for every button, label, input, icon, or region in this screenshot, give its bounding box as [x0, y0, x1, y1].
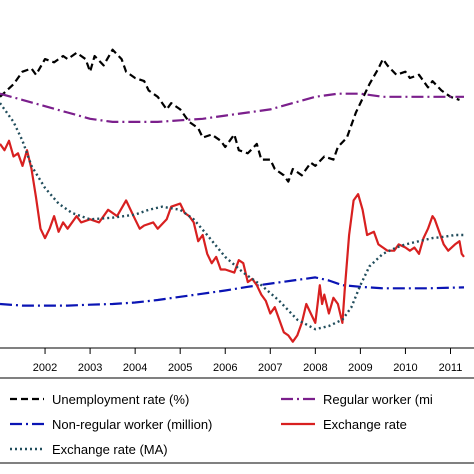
legend: Unemployment rate (%) Regular worker (mi… [0, 377, 474, 464]
legend-label-unemployment: Unemployment rate (%) [52, 392, 189, 407]
x-tick-label-2007: 2007 [258, 362, 282, 374]
x-axis-tick-labels: 2002 2003 2004 2005 2006 2007 2008 2009 2010 2011 [33, 362, 463, 374]
legend-label-exchange-rate: Exchange rate [323, 417, 407, 432]
x-tick-label-2003: 2003 [78, 362, 102, 374]
x-tick-label-2002: 2002 [33, 362, 57, 374]
series-line-non-regular-worker-million-2 [0, 276, 465, 307]
x-axis-ticks [44, 348, 451, 354]
x-tick-label-2005: 2005 [168, 362, 192, 374]
legend-label-regular-worker: Regular worker (mi [323, 392, 433, 407]
x-tick-label-2010: 2010 [393, 362, 417, 374]
series-lines [0, 48, 465, 343]
legend-label-non-regular-worker: Non-regular worker (million) [52, 417, 212, 432]
x-tick-label-2004: 2004 [123, 362, 147, 374]
series-line-exchange-rate-ma-4 [0, 102, 464, 331]
x-tick-label-2008: 2008 [303, 362, 327, 374]
series-line-unemployment-rate-0 [0, 48, 460, 183]
series-line-regular-worker-mi-1 [0, 92, 464, 124]
x-tick-label-2009: 2009 [348, 362, 372, 374]
series-line-exchange-rate-3 [0, 139, 465, 343]
x-tick-label-2006: 2006 [213, 362, 237, 374]
x-tick-label-2011: 2011 [439, 362, 463, 374]
plot-area: 2002 2003 2004 2005 2006 2007 2008 2009 2010 2011 [0, 48, 474, 374]
legend-label-exchange-rate-ma: Exchange rate (MA) [52, 442, 168, 457]
